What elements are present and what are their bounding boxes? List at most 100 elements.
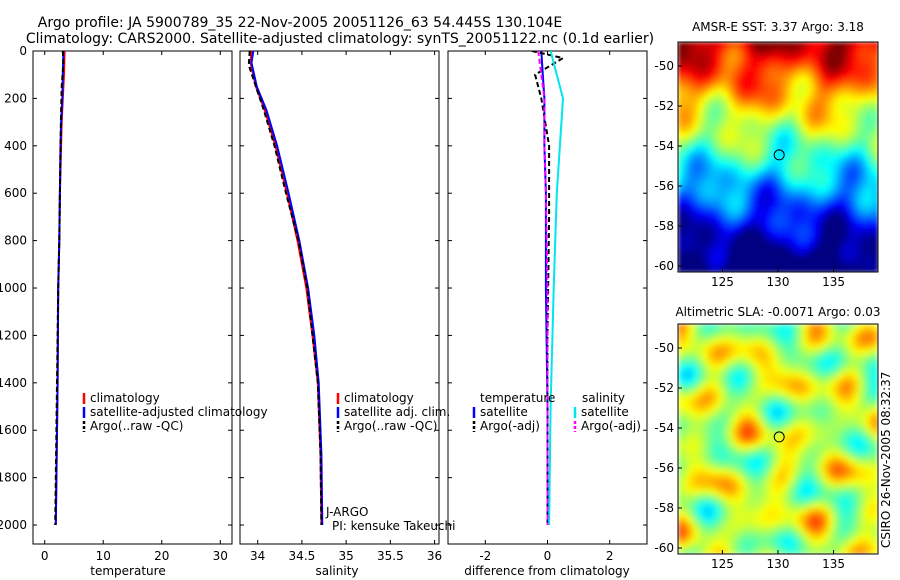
heatmap-cell [853, 232, 859, 238]
heatmap-cell [768, 122, 774, 128]
heatmap-cell [703, 107, 709, 113]
heatmap-cell [678, 494, 684, 500]
heatmap-cell [688, 42, 694, 48]
heatmap-cell [683, 464, 689, 470]
heatmap-cell [803, 187, 809, 193]
heatmap-cell [698, 514, 704, 520]
heatmap-cell [748, 339, 754, 345]
heatmap-cell [678, 544, 684, 550]
heatmap-cell [778, 212, 784, 218]
heatmap-cell [703, 252, 709, 258]
heatmap-cell [718, 334, 724, 340]
heatmap-cell [708, 339, 714, 345]
heatmap-cell [683, 439, 689, 445]
heatmap-cell [778, 384, 784, 390]
heatmap-cell [853, 172, 859, 178]
heatmap-cell [718, 409, 724, 415]
heatmap-cell [683, 459, 689, 465]
heatmap-cell [728, 102, 734, 108]
heatmap-cell [858, 167, 864, 173]
heatmap-cell [768, 242, 774, 248]
heatmap-cell [758, 414, 764, 420]
heatmap-cell [808, 262, 814, 268]
heatmap-cell [823, 504, 829, 510]
heatmap-cell [813, 122, 819, 128]
heatmap-cell [723, 42, 729, 48]
heatmap-cell [783, 122, 789, 128]
heatmap-cell [773, 262, 779, 268]
heatmap-cell [713, 419, 719, 425]
heatmap-cell [808, 549, 814, 554]
heatmap-cell [748, 82, 754, 88]
heatmap-cell [793, 474, 799, 480]
heatmap-cell [713, 232, 719, 238]
heatmap-cell [798, 87, 804, 93]
heatmap-cell [873, 142, 878, 148]
heatmap-cell [798, 484, 804, 490]
heatmap-cell [838, 97, 844, 103]
heatmap-cell [813, 464, 819, 470]
heatmap-cell [843, 237, 849, 243]
x-tick-label: 20 [154, 549, 169, 563]
heatmap-cell [788, 524, 794, 530]
heatmap-cell [723, 127, 729, 133]
heatmap-cell [843, 192, 849, 198]
heatmap-cell [843, 409, 849, 415]
heatmap-cell [858, 324, 864, 330]
heatmap-cell [833, 162, 839, 168]
heatmap-cell [843, 394, 849, 400]
heatmap-cell [773, 399, 779, 405]
heatmap-cell [703, 257, 709, 263]
heatmap-cell [808, 52, 814, 58]
heatmap-cell [803, 232, 809, 238]
heatmap-cell [813, 72, 819, 78]
heatmap-cell [798, 197, 804, 203]
heatmap-cell [863, 262, 869, 268]
heatmap-cell [818, 102, 824, 108]
heatmap-cell [763, 549, 769, 554]
heatmap-cell [798, 414, 804, 420]
heatmap-cell [863, 42, 869, 48]
heatmap-cell [748, 424, 754, 430]
heatmap-cell [733, 334, 739, 340]
heatmap-cell [743, 52, 749, 58]
heatmap-cell [858, 197, 864, 203]
heatmap-cell [713, 459, 719, 465]
heatmap-cell [758, 544, 764, 550]
heatmap-cell [808, 57, 814, 63]
heatmap-cell [768, 72, 774, 78]
heatmap-cell [803, 429, 809, 435]
heatmap-cell [863, 329, 869, 335]
heatmap-cell [728, 519, 734, 525]
heatmap-cell [793, 102, 799, 108]
heatmap-cell [748, 177, 754, 183]
heatmap-cell [693, 404, 699, 410]
heatmap-cell [763, 77, 769, 83]
heatmap-cell [773, 389, 779, 395]
heatmap-cell [723, 237, 729, 243]
heatmap-cell [868, 534, 874, 540]
heatmap-cell [823, 212, 829, 218]
heatmap-cell [848, 529, 854, 535]
heatmap-cell [713, 364, 719, 370]
heatmap-cell [698, 339, 704, 345]
heatmap-cell [733, 237, 739, 243]
heatmap-cell [683, 182, 689, 188]
heatmap-cell [708, 107, 714, 113]
heatmap-cell [718, 192, 724, 198]
heatmap-cell [833, 207, 839, 213]
heatmap-cell [813, 339, 819, 345]
heatmap-cell [753, 544, 759, 550]
heatmap-cell [748, 549, 754, 554]
heatmap-cell [743, 494, 749, 500]
heatmap-cell [743, 349, 749, 355]
heatmap-cell [688, 242, 694, 248]
heatmap-cell [848, 524, 854, 530]
heatmap-cell [848, 257, 854, 263]
heatmap-cell [748, 394, 754, 400]
heatmap-cell [828, 514, 834, 520]
heatmap-cell [678, 252, 684, 258]
heatmap-cell [738, 534, 744, 540]
heatmap-cell [703, 534, 709, 540]
heatmap-cell [753, 77, 759, 83]
